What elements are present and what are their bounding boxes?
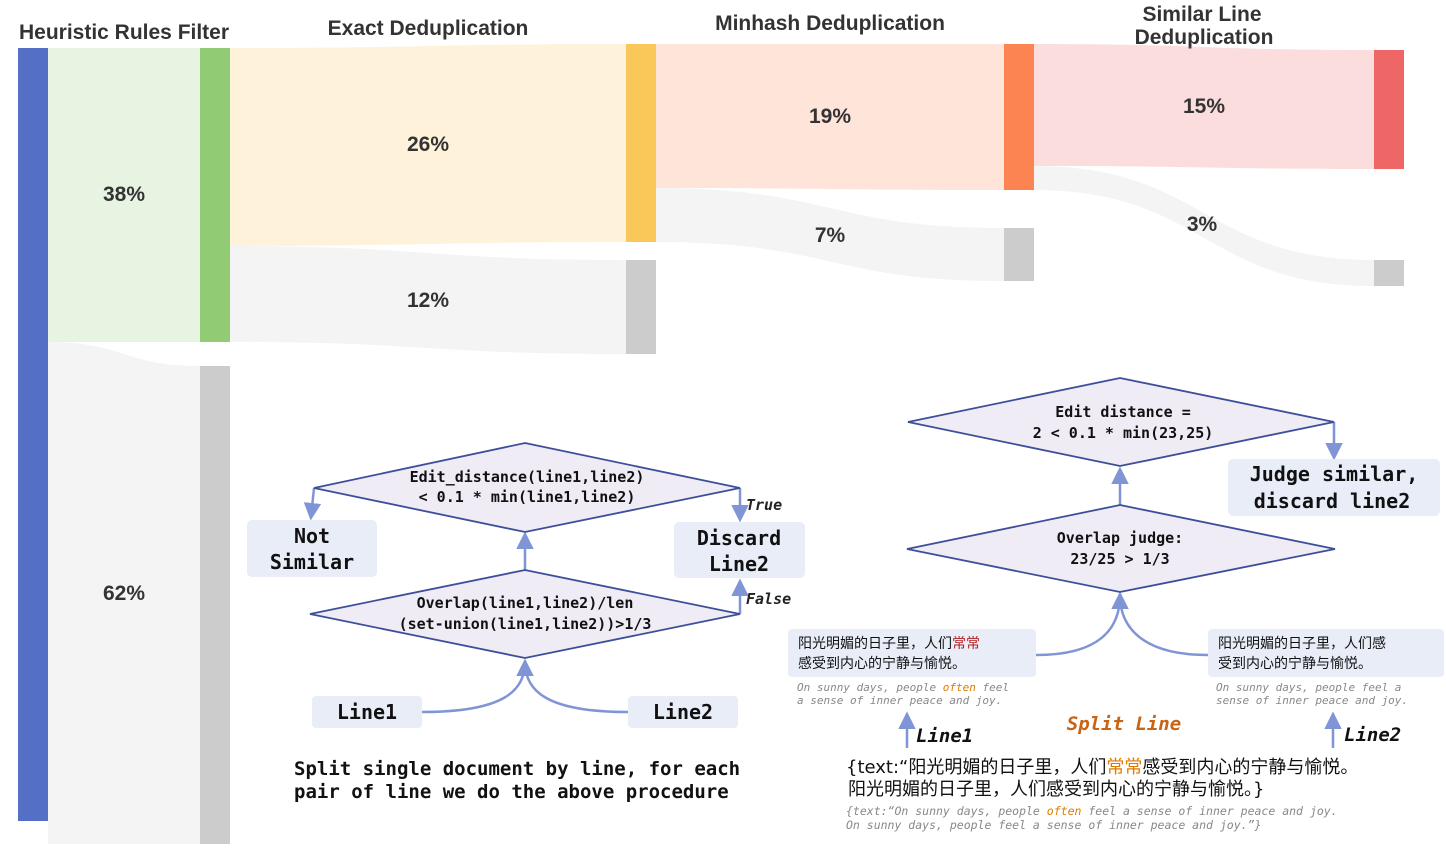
- line1-example-box: [788, 629, 1036, 677]
- line2-example-zh-2: 受到内心的宁静与愉悦。: [1218, 655, 1372, 672]
- discard-label-2: Line2: [709, 552, 769, 576]
- edit-distance-example-diamond: [907, 377, 1335, 467]
- judge-label-1: Judge similar,: [1250, 462, 1419, 486]
- edit-distance-example-line1: Edit distance =: [1055, 403, 1190, 421]
- line1-example-en-2: a sense of inner peace and joy.: [797, 694, 1002, 707]
- arrow-line2-to-overlap: [523, 661, 629, 714]
- edit-distance-diamond: [313, 442, 741, 533]
- overlap-condition-line2: (set-union(line1,line2))>1/3: [399, 615, 652, 633]
- arrow-box2-to-overlap: [1118, 594, 1209, 657]
- node-heuristic-input: [18, 48, 48, 821]
- label-similar-keep: 15%: [1183, 95, 1225, 118]
- label-heuristic-keep: 38%: [103, 183, 145, 206]
- line1-box: [312, 696, 422, 728]
- line1-label: Line1: [337, 700, 397, 724]
- procedure-caption-line2: pair of line we do the above procedure: [294, 781, 729, 803]
- split-line-label: Split Line: [1067, 713, 1181, 735]
- document-en-line1: {text:“On sunny days, people often feel …: [846, 804, 1338, 818]
- line2-box: [628, 696, 738, 728]
- header-heuristic-rules-filter: Heuristic Rules Filter: [19, 21, 229, 44]
- label-heuristic-drop: 62%: [103, 582, 145, 605]
- link-exact-drop: [230, 246, 626, 354]
- link-similar-keep: [1034, 44, 1374, 169]
- node-minhash-keep: [1004, 44, 1034, 190]
- link-heuristic-drop: [48, 342, 200, 844]
- not-similar-box: [247, 520, 377, 577]
- false-edge-label: False: [746, 590, 791, 608]
- label-exact-keep: 26%: [407, 133, 449, 156]
- overlap-condition-line1: Overlap(line1,line2)/len: [417, 594, 634, 612]
- header-similar-line-deduplication-2: Deduplication: [1135, 26, 1274, 49]
- node-similar-drop: [1374, 260, 1404, 286]
- header-exact-deduplication: Exact Deduplication: [328, 17, 529, 40]
- edit-distance-example-line2: 2 < 0.1 * min(23,25): [1033, 424, 1214, 442]
- left-flowchart: Edit_distance(line1,line2) < 0.1 * min(l…: [247, 442, 805, 803]
- edit-distance-condition-line1: Edit_distance(line1,line2): [410, 468, 645, 486]
- line1-example-en-1: On sunny days, people often feel: [797, 681, 1009, 694]
- discard-line2-box: [674, 522, 805, 578]
- judge-similar-box: [1228, 459, 1440, 516]
- line2-example-en-1: On sunny days, people feel a: [1216, 681, 1401, 694]
- line2-example-en-2: sense of inner peace and joy.: [1216, 694, 1408, 707]
- line2-example-box: [1208, 629, 1444, 677]
- line1-example-zh-2: 感受到内心的宁静与愉悦。: [798, 655, 966, 672]
- line2-label: Line2: [653, 700, 713, 724]
- true-edge-label: True: [746, 496, 782, 514]
- label-minhash-keep: 19%: [809, 105, 851, 128]
- link-minhash-keep: [656, 44, 1004, 190]
- document-zh-line2: 阳光明媚的日子里，人们感受到内心的宁静与愉悦。}: [848, 779, 1264, 800]
- link-heuristic-keep: [48, 48, 200, 342]
- node-exact-keep: [626, 44, 656, 242]
- line2-example-zh-1: 阳光明媚的日子里，人们感: [1218, 635, 1386, 652]
- judge-label-2: discard line2: [1254, 489, 1411, 513]
- line2-pointer-label: Line2: [1344, 724, 1401, 746]
- overlap-diamond: [309, 569, 741, 659]
- not-similar-label-1: Not: [294, 524, 330, 548]
- arrow-box1-to-overlap: [1035, 591, 1129, 657]
- not-similar-label-2: Similar: [270, 550, 354, 574]
- node-minhash-drop: [1004, 228, 1034, 281]
- sankey-diagram: Heuristic Rules Filter Exact Deduplicati…: [18, 3, 1404, 844]
- overlap-example-line2: 23/25 > 1/3: [1070, 550, 1169, 568]
- link-similar-drop: [1034, 166, 1374, 286]
- discard-label-1: Discard: [697, 526, 781, 550]
- right-flowchart: Edit distance = 2 < 0.1 * min(23,25) Ove…: [788, 377, 1444, 832]
- node-exact-drop: [626, 260, 656, 354]
- arrow-edit-to-not-similar: [303, 487, 322, 521]
- link-exact-keep: [230, 44, 626, 246]
- header-similar-line-deduplication: Similar Line: [1142, 3, 1261, 26]
- node-heuristic-keep: [200, 48, 230, 342]
- overlap-example-diamond: [906, 504, 1336, 593]
- line1-example-zh-1: 阳光明媚的日子里，人们常常: [798, 636, 980, 652]
- label-exact-drop: 12%: [407, 289, 449, 312]
- procedure-caption-line1: Split single document by line, for each: [294, 758, 740, 780]
- label-similar-drop: 3%: [1187, 213, 1218, 236]
- header-minhash-deduplication: Minhash Deduplication: [715, 12, 945, 35]
- node-heuristic-drop: [200, 366, 230, 844]
- arrow-line1-to-overlap: [421, 658, 534, 714]
- document-zh-line1: {text:“阳光明媚的日子里，人们常常感受到内心的宁静与愉悦。: [846, 757, 1358, 778]
- document-en-line2: On sunny days, people feel a sense of in…: [846, 818, 1261, 832]
- overlap-example-line1: Overlap judge:: [1057, 529, 1183, 547]
- edit-distance-condition-line2: < 0.1 * min(line1,line2): [419, 488, 636, 506]
- link-minhash-drop: [656, 188, 1004, 281]
- node-similar-keep: [1374, 50, 1404, 169]
- line1-pointer-label: Line1: [916, 725, 973, 747]
- label-minhash-drop: 7%: [815, 224, 846, 247]
